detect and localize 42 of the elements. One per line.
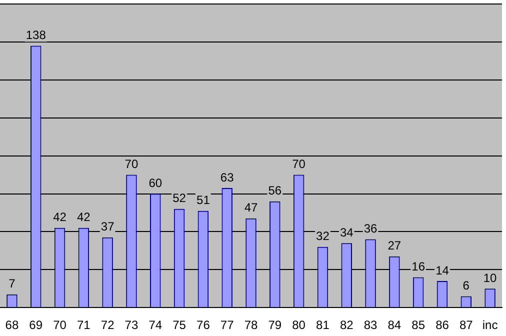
data-label: 138 (26, 28, 46, 42)
x-tick-label: 81 (316, 318, 330, 332)
x-tick-label: 80 (292, 318, 306, 332)
data-label: 32 (316, 229, 330, 244)
x-tick-label: 84 (388, 318, 402, 332)
data-label: 56 (268, 184, 282, 198)
x-tick-label: 86 (436, 318, 450, 332)
x-tick-label: 76 (196, 318, 210, 332)
x-tick-label: 73 (124, 318, 138, 332)
x-tick-label: inc (482, 318, 498, 332)
x-tick-label: 70 (53, 318, 67, 332)
data-label: 6 (462, 278, 470, 293)
x-tick-label: 83 (364, 318, 378, 332)
data-label: 60 (148, 176, 162, 190)
x-tick-label: 78 (244, 318, 258, 332)
x-tick-label: 87 (459, 318, 474, 332)
x-tick-label: 72 (100, 318, 115, 332)
data-label: 52 (172, 191, 186, 206)
data-label: 42 (53, 210, 67, 224)
x-tick-label: 69 (29, 318, 43, 332)
data-label: 10 (483, 270, 498, 285)
x-tick-label: 68 (5, 318, 19, 332)
data-label: 51 (196, 193, 210, 208)
data-label: 7 (8, 276, 16, 291)
data-label: 27 (388, 238, 402, 253)
x-tick-label: 77 (220, 318, 234, 332)
data-label: 34 (340, 225, 354, 240)
data-label: 36 (364, 222, 378, 236)
data-label: 70 (292, 157, 306, 172)
x-tick-label: 74 (148, 318, 162, 332)
data-label: 70 (124, 157, 138, 172)
data-label: 42 (76, 210, 91, 224)
x-tick-label: 71 (76, 318, 91, 332)
x-tick-label: 82 (340, 318, 354, 332)
x-tick-label: 85 (412, 318, 426, 332)
data-label: 47 (244, 200, 258, 215)
x-tick-label: 75 (172, 318, 186, 332)
x-tick-label: 79 (268, 318, 282, 332)
data-label: 16 (412, 260, 426, 274)
data-label: 37 (100, 220, 115, 234)
data-label: 63 (220, 170, 234, 184)
data-label: 14 (436, 263, 450, 278)
